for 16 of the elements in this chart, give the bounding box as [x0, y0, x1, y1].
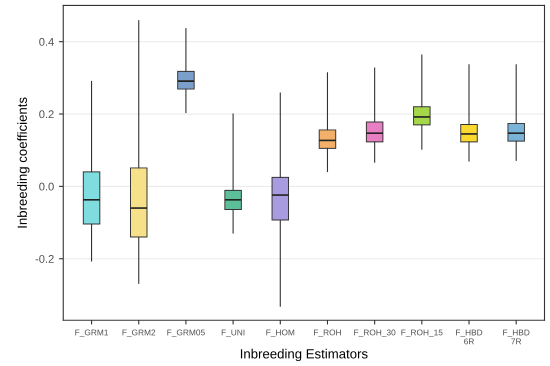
x-tick-label: F_GRM2 — [122, 330, 156, 337]
x-tick-label: F_ROH_30 — [354, 330, 396, 337]
x-tick-label: F_UNI — [222, 330, 244, 337]
x-tick-label: F_GRM1 — [75, 330, 108, 337]
y-tick-label: -0.2 — [36, 255, 54, 263]
x-tick-label: F_HOM — [266, 330, 294, 337]
x-axis-title: Inbreeding Estimators — [240, 348, 368, 362]
y-tick-label: 0.0 — [39, 182, 54, 191]
x-tick-label: F_GRM05 — [167, 330, 205, 337]
x-tick-label: F_ROH — [314, 330, 341, 337]
x-tick-label: F_HBD 6R — [456, 330, 482, 344]
y-tick-label: 0.2 — [39, 110, 54, 118]
x-tick-label: F_ROH_15 — [401, 330, 443, 337]
y-axis-title: Inbreeding coefficients — [17, 97, 30, 228]
x-tick-label: F_HBD 7R — [503, 330, 530, 344]
y-tick-label: 0.4 — [39, 38, 54, 46]
